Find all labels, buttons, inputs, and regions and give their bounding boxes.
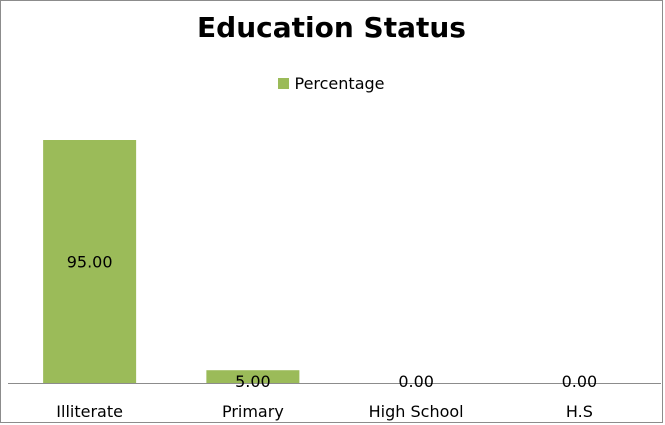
legend-swatch [278,78,290,89]
legend-label: Percentage [294,74,385,93]
data-label: 5.00 [235,372,271,391]
bar-primary [206,370,300,383]
data-label: 95.00 [67,253,113,272]
x-tick-label: High School [369,402,464,421]
chart-title: Education Status [197,11,466,44]
x-tick-label: Illiterate [56,402,123,421]
data-label: 0.00 [398,372,434,391]
chart-legend: Percentage [1,74,662,93]
x-tick-label: Primary [222,402,284,421]
bar-illiterate [43,140,137,383]
data-label: 0.00 [562,372,598,391]
x-tick-label: H.S [566,402,593,421]
